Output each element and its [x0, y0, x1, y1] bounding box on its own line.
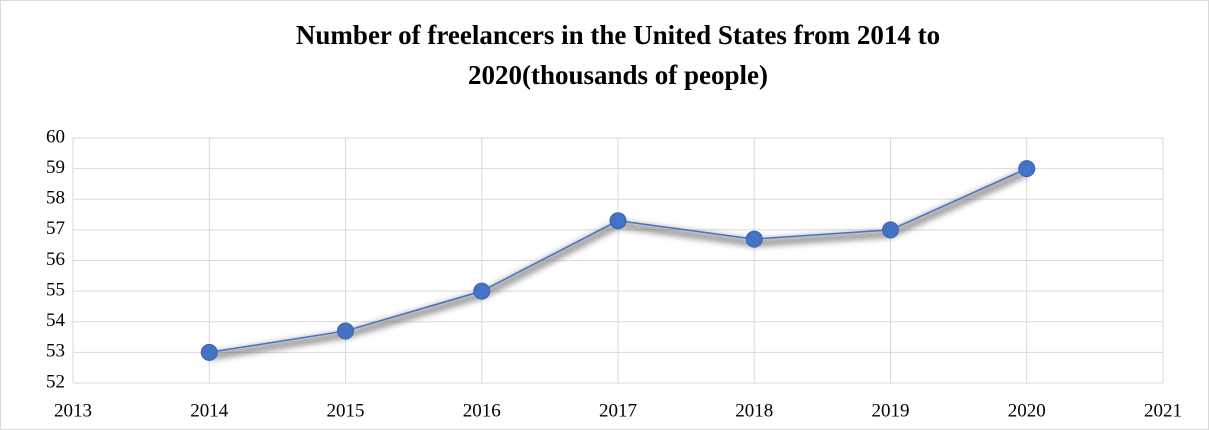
x-tick-label: 2020 — [1008, 400, 1046, 421]
x-tick-label: 2019 — [872, 400, 910, 421]
y-tick-label: 57 — [46, 218, 65, 239]
y-tick-label: 60 — [46, 126, 65, 147]
x-tick-label: 2013 — [54, 400, 92, 421]
x-tick-label: 2021 — [1144, 400, 1182, 421]
y-tick-label: 52 — [46, 371, 65, 392]
y-tick-label: 54 — [46, 310, 66, 331]
point — [200, 343, 218, 361]
point — [609, 212, 627, 230]
x-tick-label: 2018 — [735, 400, 773, 421]
chart-title: Number of freelancers in the United Stat… — [295, 20, 941, 90]
x-tick-label: 2016 — [463, 400, 501, 421]
point — [882, 221, 899, 239]
point — [337, 322, 354, 340]
x-tick-label: 2015 — [327, 400, 365, 421]
point — [473, 282, 491, 300]
point — [1018, 160, 1036, 178]
x-tick-label: 2017 — [599, 400, 637, 421]
y-tick-label: 58 — [46, 188, 65, 209]
y-tick-label: 55 — [46, 279, 65, 300]
x-tick-label: 2014 — [190, 400, 229, 421]
y-tick-label: 59 — [46, 157, 65, 178]
y-tick-label: 53 — [46, 341, 65, 362]
y-tick-label: 56 — [46, 249, 65, 270]
point — [745, 230, 763, 248]
